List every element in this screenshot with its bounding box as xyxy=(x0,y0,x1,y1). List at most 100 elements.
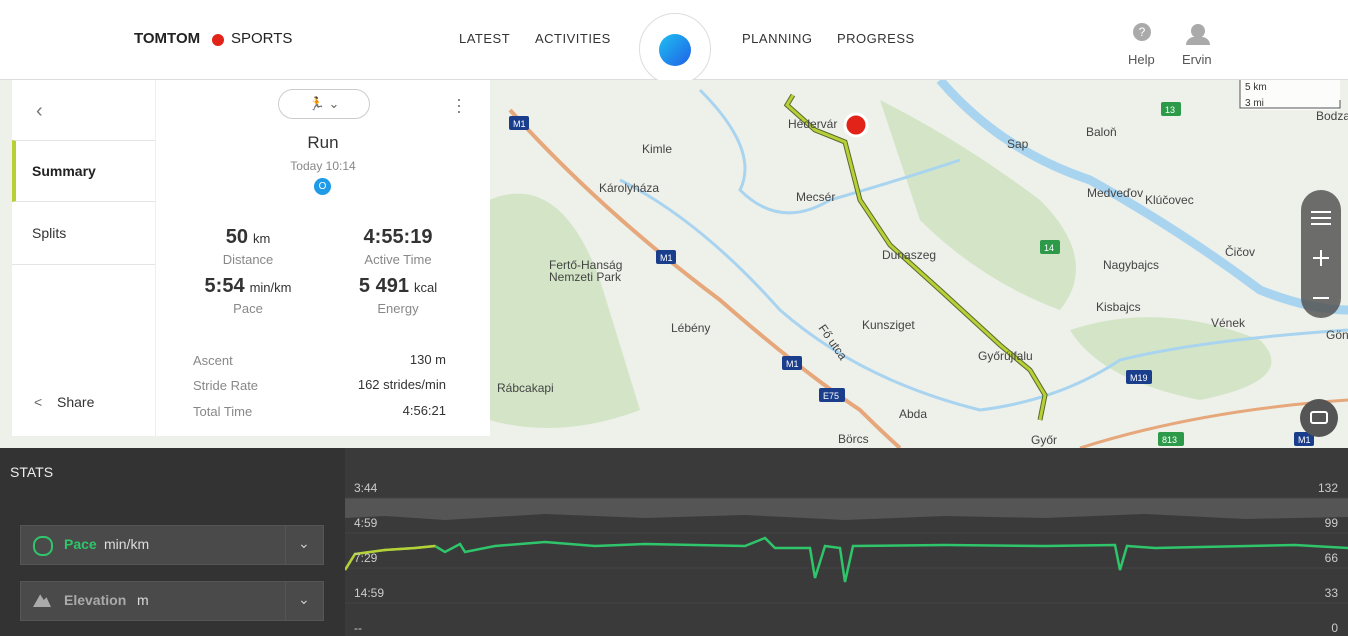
place-label: Gönyű xyxy=(1326,328,1348,342)
layers-button[interactable] xyxy=(1311,211,1331,225)
device-badge: O xyxy=(314,178,331,195)
metric-icon xyxy=(33,536,53,556)
road-label: M1 xyxy=(786,359,799,369)
left-axis-label: -- xyxy=(354,621,362,635)
place-label: Medveďov xyxy=(1087,186,1143,200)
forest xyxy=(489,193,640,428)
right-axis-label: 66 xyxy=(1325,551,1339,565)
road-label: M1 xyxy=(1298,435,1311,445)
zoom-in[interactable] xyxy=(1313,250,1329,266)
detail-label: Total Time xyxy=(193,404,253,419)
river xyxy=(936,80,1348,315)
place-label: Sap xyxy=(1007,137,1029,151)
place-label: Károlyháza xyxy=(599,181,659,195)
metric-name: Pace xyxy=(64,536,97,552)
share[interactable]: Share xyxy=(57,394,95,410)
place-label: Kimle xyxy=(642,142,672,156)
tab-summary[interactable]: Summary xyxy=(32,163,96,179)
more-menu[interactable]: · · · xyxy=(456,89,462,121)
road-shield xyxy=(656,250,676,264)
share-icon[interactable]: < xyxy=(34,394,43,410)
dropdown-arrow[interactable]: ⌄ xyxy=(298,591,310,607)
metric-divider xyxy=(285,525,286,565)
sync-icon xyxy=(659,34,691,66)
place-label: Dunaszeg xyxy=(882,248,936,262)
dropdown-arrow[interactable]: ⌄ xyxy=(298,535,310,551)
place-label: Baloň xyxy=(1086,125,1117,139)
motorway xyxy=(508,108,902,448)
place-label: Rábcakapi xyxy=(497,381,554,395)
tab-active[interactable] xyxy=(12,140,155,202)
road-shield xyxy=(1158,432,1184,446)
route xyxy=(785,94,1047,421)
fit-icon xyxy=(1310,411,1328,424)
pace-line-start xyxy=(345,544,436,571)
left-axis-label: 14:59 xyxy=(354,586,384,600)
user-icon[interactable] xyxy=(1191,24,1205,38)
detail-value: 4:56:21 xyxy=(402,403,446,418)
activity-time: Today 10:14 xyxy=(290,159,356,173)
place-labels: Hédervár Kimle Károlyháza Mecsér Dunaszeg Fer… xyxy=(82,109,1348,447)
metric-select[interactable] xyxy=(20,581,324,621)
metric-unit: km xyxy=(252,231,271,246)
elevation-area xyxy=(345,498,1348,520)
metric-label: Active Time xyxy=(364,252,432,267)
metric-unit: min/km xyxy=(104,536,150,552)
metric-unit: m xyxy=(137,592,149,608)
right-axis-label: 99 xyxy=(1325,516,1339,530)
place-label: Győrújfalu xyxy=(978,349,1033,363)
divider xyxy=(12,264,155,265)
place-label: Čičov xyxy=(1225,244,1255,259)
logo[interactable]: TOMTOM xyxy=(134,30,201,47)
road-shield xyxy=(819,388,845,402)
road-shield xyxy=(1294,432,1314,446)
stats-title: STATS xyxy=(10,464,54,480)
left-axis-label: 7:29 xyxy=(354,551,378,565)
right-axis-label: 33 xyxy=(1325,586,1339,600)
metric: 50 km xyxy=(158,226,338,249)
detail-value: 130 m xyxy=(409,352,446,367)
right-axis-label: 0 xyxy=(1331,621,1338,635)
metric: 5:54 min/km xyxy=(158,275,338,298)
scale-label: 5 km xyxy=(1245,82,1267,93)
help-label[interactable]: Help xyxy=(1128,52,1155,67)
metric-select[interactable] xyxy=(20,525,324,565)
forest xyxy=(880,100,1076,310)
fit-button[interactable] xyxy=(1300,399,1338,437)
help-icon[interactable]: ? xyxy=(1133,23,1151,41)
scale-bar xyxy=(1239,80,1341,109)
place-label: Mecsér xyxy=(796,190,835,204)
activity-title: Run xyxy=(307,133,339,152)
road-label: M1 xyxy=(513,119,526,129)
metric-label: Energy xyxy=(377,301,419,316)
nav-item[interactable]: PLANNING xyxy=(742,31,813,46)
place-label: Győr xyxy=(1031,433,1057,447)
nav-item[interactable]: ACTIVITIES xyxy=(535,31,611,46)
scale-bg xyxy=(1240,80,1340,110)
metric-name: Elevation xyxy=(64,592,127,608)
place-label: Klúčovec xyxy=(1145,193,1194,207)
metric-label: Pace xyxy=(233,301,263,316)
road-shield xyxy=(1040,240,1060,254)
user-label[interactable]: Ervin xyxy=(1182,52,1212,67)
detail-label: Stride Rate xyxy=(193,378,259,393)
back-button[interactable]: ‹ xyxy=(36,100,43,122)
road-label: E75 xyxy=(823,391,839,401)
metric-divider xyxy=(285,581,286,621)
left-axis-label: 3:44 xyxy=(354,481,378,495)
nav-item[interactable]: PROGRESS xyxy=(837,31,915,46)
place-label: Fertő-Hanság xyxy=(549,258,622,272)
forest xyxy=(1070,317,1272,400)
activity-type-select[interactable]: 🏃 ⌄ xyxy=(278,89,370,119)
nav-item[interactable]: LATEST xyxy=(459,31,511,46)
road-label: 14 xyxy=(1044,243,1054,253)
place-label: Kisbajcs xyxy=(1096,300,1141,314)
place-label: Nagybajcs xyxy=(1103,258,1159,272)
metric-value: 5 491 xyxy=(358,275,409,297)
road-label: 813 xyxy=(1162,435,1177,445)
header: TOMTOM SPORTS LATEST ACTIVITIES PLANNING… xyxy=(0,0,1348,85)
tab-splits[interactable]: Splits xyxy=(32,225,67,241)
road-shield xyxy=(782,356,802,370)
stats-panel: STATS 3:44 132 4:59 99 7:29 66 14:59 33 -- 0 Pace… xyxy=(0,448,1348,636)
